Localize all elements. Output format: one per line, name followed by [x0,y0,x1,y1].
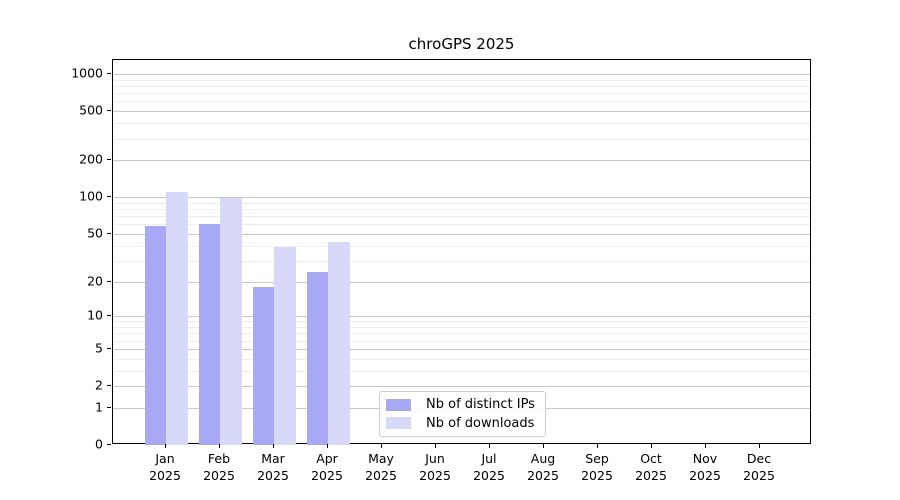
x-tick-label: Sep 2025 [581,451,613,483]
gridline-major [113,386,810,388]
y-tick-label: 20 [87,273,103,289]
y-tick-mark [107,347,111,349]
legend-label-downloads: Nb of downloads [426,415,535,431]
gridline-minor [113,327,810,329]
x-tick-mark [489,444,491,448]
y-tick-label: 500 [79,102,103,118]
bar-distinct-ips [144,226,166,445]
y-tick-label: 0 [95,436,103,452]
y-tick-label: 200 [79,151,103,167]
x-tick-mark [435,444,437,448]
gridline-minor [113,101,810,103]
gridline-minor [113,86,810,88]
y-tick-label: 10 [87,307,103,323]
legend-label-distinct-ips: Nb of distinct IPs [426,397,535,413]
gridline-major [113,197,810,199]
gridline-minor [113,79,810,81]
legend-item-distinct-ips: Nb of distinct IPs [386,397,539,412]
gridline-major [113,160,810,162]
y-tick-mark [107,73,111,75]
x-tick-mark [165,444,167,448]
y-tick-label: 1 [95,399,103,415]
gridline-minor [113,202,810,204]
x-tick-mark [273,444,275,448]
legend-swatch-downloads [386,417,411,430]
x-tick-label: May 2025 [365,451,397,483]
gridline-minor [113,321,810,323]
x-tick-label: Jul 2025 [473,451,505,483]
gridline-major [113,348,810,350]
gridline-minor [113,358,810,360]
y-tick-label: 50 [87,225,103,241]
x-tick-mark [651,444,653,448]
y-tick-mark [107,315,111,317]
x-tick-label: Dec 2025 [743,451,775,483]
x-tick-mark [327,444,329,448]
y-tick-label: 5 [95,340,103,356]
y-tick-label: 100 [79,188,103,204]
x-tick-mark [381,444,383,448]
x-tick-label: Aug 2025 [527,451,559,483]
gridline-major [113,111,810,113]
gridline-major [113,233,810,235]
gridline-minor [113,245,810,247]
legend-swatch-distinct-ips [386,398,411,411]
bar-downloads [328,241,350,445]
gridline-major [113,316,810,318]
gridline-minor [113,370,810,372]
y-tick-mark [107,196,111,198]
legend-item-downloads: Nb of downloads [386,416,539,431]
y-tick-mark [107,232,111,235]
gridline-minor [113,209,810,211]
y-tick-mark [107,385,111,387]
y-tick-label: 2 [95,377,103,393]
x-tick-label: Nov 2025 [689,451,721,483]
gridline-minor [113,138,810,140]
y-tick-mark [107,444,111,446]
y-tick-mark [107,110,111,112]
gridline-minor [113,333,810,335]
gridline-minor [113,224,810,226]
x-tick-label: Mar 2025 [257,451,289,483]
x-tick-mark [597,444,599,448]
x-tick-mark [759,444,761,448]
x-tick-label: Jan 2025 [149,451,181,483]
gridline-minor [113,123,810,125]
y-tick-mark [107,406,111,408]
x-tick-label: Apr 2025 [311,451,343,483]
bar-distinct-ips [252,286,274,445]
y-tick-mark [107,280,111,282]
bar-downloads [166,192,188,445]
gridline-minor [113,260,810,262]
x-tick-label: Feb 2025 [203,451,235,483]
bar-distinct-ips [306,272,328,445]
chart-title: chroGPS 2025 [408,35,515,53]
gridline-major [113,74,810,76]
y-tick-label: 1000 [71,65,103,81]
bar-distinct-ips [198,224,220,445]
plot-area [112,59,811,445]
x-tick-mark [543,444,545,448]
bar-downloads [274,246,296,445]
legend: Nb of distinct IPs Nb of downloads [379,391,546,437]
gridline-major [113,281,810,283]
gridline-minor [113,93,810,95]
gridline-minor [113,340,810,342]
x-tick-mark [705,444,707,448]
gridline-minor [113,216,810,218]
x-tick-mark [219,444,221,448]
y-tick-mark [107,159,111,161]
x-tick-label: Oct 2025 [635,451,667,483]
x-tick-label: Jun 2025 [419,451,451,483]
bar-downloads [220,198,242,445]
